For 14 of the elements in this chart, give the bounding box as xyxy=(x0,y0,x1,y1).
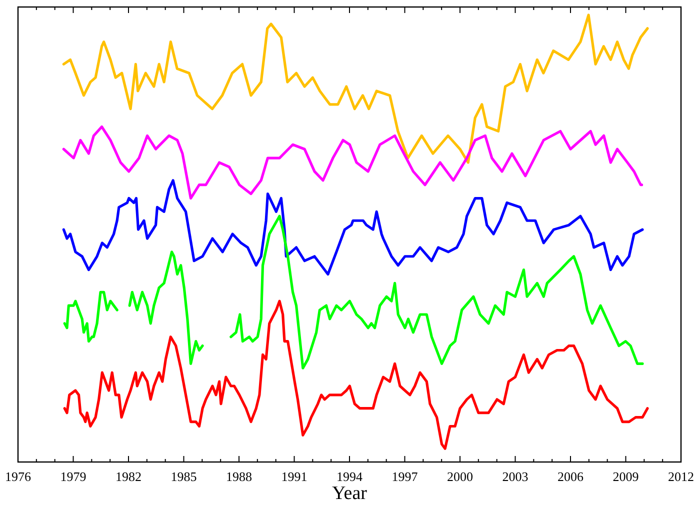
x-tick-label: 2006 xyxy=(558,469,584,484)
x-tick-label: 1991 xyxy=(281,469,308,484)
x-tick-label: 1994 xyxy=(336,469,363,484)
x-tick-label: 1997 xyxy=(392,469,418,484)
x-tick-label: 2009 xyxy=(612,469,639,484)
x-tick-label: 1979 xyxy=(60,469,86,484)
x-tick-label: 1976 xyxy=(5,469,32,484)
x-tick-label: 2000 xyxy=(447,469,473,484)
x-tick-label: 1988 xyxy=(226,469,252,484)
x-axis-title: Year xyxy=(332,483,368,504)
x-tick-label: 1982 xyxy=(116,469,142,484)
x-tick-label: 2003 xyxy=(502,469,528,484)
x-tick-label: 1985 xyxy=(170,469,197,484)
x-tick-label: 2012 xyxy=(668,469,694,484)
